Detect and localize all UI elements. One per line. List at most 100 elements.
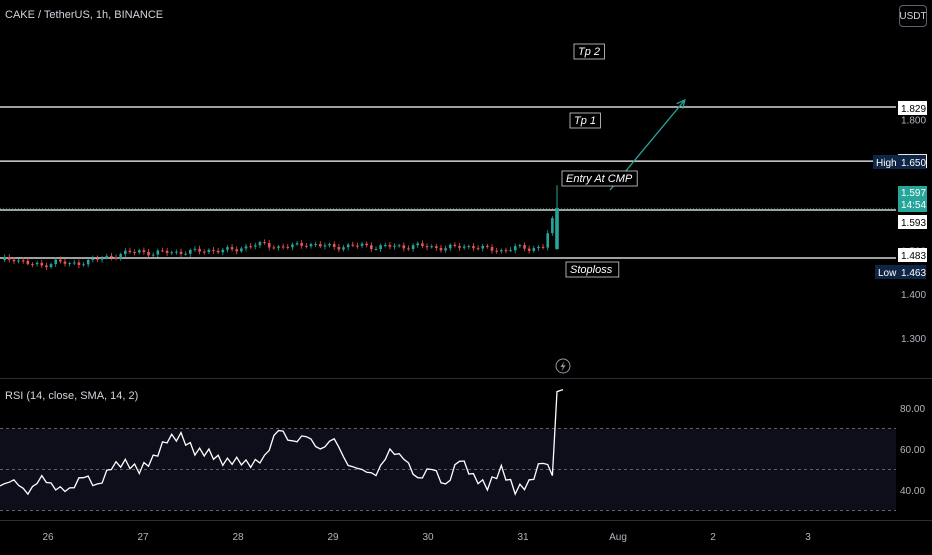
currency-button[interactable]: USDT (899, 5, 927, 27)
candle-body (114, 257, 118, 259)
candle-body (3, 257, 6, 261)
candle-body (439, 247, 443, 251)
candle-body (337, 246, 341, 250)
rsi-line-layer (0, 388, 564, 496)
time-axis-label: 3 (805, 532, 811, 543)
candle-body (411, 245, 415, 250)
candle-body (518, 245, 522, 247)
candle-body (323, 245, 327, 247)
time-axis-label: 31 (517, 532, 529, 543)
candle-body (7, 257, 11, 260)
last-price-value: 1.597 (901, 188, 926, 199)
time-axis-label: 26 (42, 532, 54, 543)
candle-body (532, 248, 536, 251)
candle-body (305, 245, 308, 247)
candle-body (105, 255, 109, 259)
time-axis-layer: 26 27 28 29 30 31 Aug 2 3 (0, 520, 932, 543)
candle-body (226, 247, 229, 250)
candle-body (281, 246, 285, 248)
candle-body (393, 245, 396, 247)
last-price-box (898, 186, 927, 212)
candle-body (448, 244, 452, 249)
candle-body (295, 243, 299, 245)
candle-body (453, 244, 457, 246)
candle-body (421, 243, 424, 247)
candle-body (86, 259, 90, 265)
candle-body (527, 248, 531, 251)
price-axis-tick: 1.400 (901, 290, 926, 301)
lightning-icon[interactable] (560, 361, 566, 372)
rsi-line[interactable] (0, 388, 564, 496)
candle-body (490, 247, 494, 251)
candle-body (68, 263, 71, 265)
candle-body (124, 250, 127, 255)
candle-body (402, 245, 406, 249)
candle-body (513, 246, 517, 251)
price-tag-entry-box (898, 215, 927, 229)
price-tag-tp2-box (898, 100, 927, 115)
candle-body (462, 246, 466, 248)
candle-body (179, 251, 183, 255)
price-axis-tick: 1.800 (901, 116, 926, 127)
candle-body (555, 208, 559, 250)
annotation-entry-box[interactable] (561, 170, 638, 187)
annotation-stoploss-box[interactable] (565, 261, 620, 278)
candle-body (481, 245, 485, 249)
time-axis-label: 28 (232, 532, 244, 543)
candle-body (17, 260, 20, 262)
low-tag-value: 1.463 (901, 268, 926, 279)
annotation-entry[interactable]: Entry At CMP (566, 173, 633, 185)
candle-body (388, 245, 392, 247)
candle-body (133, 251, 136, 253)
candle-body (328, 244, 331, 246)
candle-body (291, 244, 294, 248)
price-tag-entry: 1.593 (901, 218, 926, 229)
candle-body (63, 261, 67, 264)
candle-body (21, 260, 25, 262)
annotation-tp1-box[interactable] (569, 112, 601, 129)
candle-body (500, 250, 503, 252)
candle-body (551, 217, 554, 234)
candle-body (383, 245, 387, 247)
candle-body (100, 258, 104, 260)
candle-body (430, 246, 433, 248)
high-tag-value: 1.650 (901, 158, 926, 169)
candle-body (300, 243, 304, 246)
symbol-title[interactable]: CAKE / TetherUS, 1h, BINANCE (5, 9, 164, 21)
candle-body (444, 248, 447, 251)
candle-body (277, 246, 280, 248)
alert-icon-layer (555, 358, 571, 374)
rsi-title[interactable]: RSI (14, close, SMA, 14, 2) (5, 390, 139, 402)
candle-body (263, 242, 266, 244)
level-lines-layer (0, 106, 896, 259)
candle-body (161, 250, 164, 252)
annotation-tp2[interactable]: Tp 2 (578, 46, 600, 58)
time-axis-label: 27 (137, 532, 149, 543)
candle-body (175, 251, 178, 253)
candle-body (184, 253, 187, 255)
rsi-axis-tick: 40.00 (900, 486, 925, 497)
price-tag-stoploss-box (898, 248, 927, 262)
candle-body (147, 251, 150, 256)
candle-body (351, 244, 355, 246)
candle-body (212, 249, 215, 251)
candle-body (96, 258, 99, 260)
candle-body (207, 249, 211, 252)
high-tag-label: High (876, 158, 897, 169)
candle-body (397, 245, 401, 247)
low-tag-box (875, 265, 926, 279)
annotations-layer: Tp 2 Tp 1 Entry At CMP Stoploss (561, 43, 638, 278)
candle-body (495, 250, 498, 252)
annotation-stoploss[interactable]: Stoploss (570, 264, 613, 276)
candle-body (272, 247, 276, 249)
candle-body (128, 250, 132, 252)
annotation-tp1[interactable]: Tp 1 (574, 115, 596, 127)
candle-body (365, 243, 368, 246)
low-tag-label: Low (878, 268, 897, 279)
annotation-tp2-box[interactable] (573, 43, 605, 60)
candle-body (356, 245, 359, 247)
candle-body (253, 245, 257, 247)
candle-body (91, 258, 95, 260)
